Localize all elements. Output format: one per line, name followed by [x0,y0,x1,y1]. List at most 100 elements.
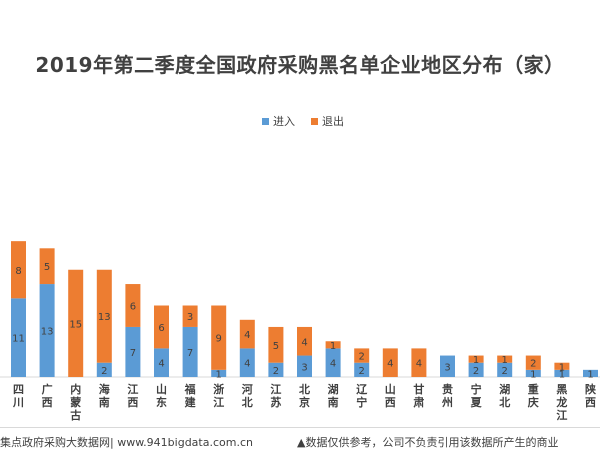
legend-label-enter: 进入 [273,115,295,128]
bar-enter-1 [39,284,55,377]
data-label-exit-16: 1 [473,355,479,366]
data-label-exit-4: 6 [130,302,136,313]
x-tick-label-2: 内蒙古 [70,382,81,422]
data-label-enter-18: 1 [530,369,536,380]
legend-item-exit: 退出 [311,113,344,129]
data-label-exit-11: 1 [330,341,336,352]
data-label-exit-2: 15 [69,319,82,330]
data-label-enter-4: 7 [130,348,136,359]
bar-exit-4 [125,284,141,327]
x-tick-label-20: 陕西 [585,382,596,409]
bar-exit-14 [411,348,427,377]
bar-exit-5 [154,305,169,349]
x-tick-label-1: 广西 [42,382,53,409]
bar-enter-11 [325,348,341,377]
legend-swatch-exit [311,117,318,125]
data-label-enter-19: 1 [559,369,565,380]
x-tick-label-4: 江西 [127,382,138,409]
x-tick-label-19: 黑龙江 [555,383,567,422]
data-label-enter-1: 13 [41,327,54,338]
data-label-enter-12: 2 [359,366,365,377]
legend-item-enter: 进入 [262,113,295,129]
bar-exit-6 [182,305,198,327]
bar-exit-10 [297,326,312,356]
bar-exit-8 [239,319,255,349]
bar-enter-12 [354,362,370,377]
bar-enter-17 [497,362,513,377]
bar-exit-13 [382,348,398,377]
bar-enter-8 [239,348,255,377]
data-label-enter-16: 2 [473,366,479,377]
x-tick-label-7: 浙江 [213,382,224,409]
data-label-exit-10: 4 [301,337,307,348]
data-label-enter-10: 3 [301,362,307,373]
bar-enter-15 [440,355,455,377]
bar-enter-9 [268,362,284,377]
bar-enter-18 [525,369,541,377]
bar-enter-7 [211,369,227,377]
x-tick-label-9: 江苏 [270,382,281,409]
data-label-exit-19: 1 [559,362,565,373]
data-label-enter-11: 4 [330,359,336,370]
bar-exit-17 [497,355,513,363]
data-label-exit-5: 6 [158,323,164,334]
data-label-enter-17: 2 [502,366,508,377]
bar-exit-0 [11,241,26,299]
bar-enter-10 [297,355,312,377]
legend-swatch-enter [262,117,269,125]
data-label-exit-12: 2 [359,352,365,363]
x-tick-label-18: 重庆 [527,382,539,409]
data-label-enter-20: 1 [587,369,593,380]
footer: 集点政府采购大数据网| www.941bigdata.com.cn ▲数据仅供参… [0,434,600,458]
x-tick-label-0: 四川 [12,383,24,409]
data-label-enter-6: 7 [187,348,193,359]
x-tick-label-15: 贵州 [441,382,453,409]
bar-enter-0 [11,298,26,377]
data-label-enter-7: 1 [216,369,222,380]
bar-exit-19 [554,362,570,370]
chart-title: 2019年第二季度全国政府采购黑名单企业地区分布（家） [35,53,565,77]
data-label-exit-13: 4 [387,359,393,370]
data-label-enter-8: 4 [244,359,250,370]
bar-enter-5 [154,348,169,377]
footer-divider [0,427,600,428]
bar-enter-19 [554,369,570,377]
bar-exit-12 [354,348,370,363]
data-label-exit-7: 9 [216,334,222,345]
bar-exit-7 [211,305,227,370]
x-tick-label-17: 湖北 [499,382,510,409]
data-label-exit-1: 5 [44,262,50,273]
data-label-enter-3: 2 [101,366,107,377]
bar-enter-6 [182,326,198,377]
legend-label-exit: 退出 [322,115,344,128]
data-label-exit-9: 5 [273,341,279,352]
bar-enter-3 [96,362,112,377]
x-tick-label-8: 河北 [242,382,253,409]
data-label-exit-0: 8 [15,266,21,277]
footer-disclaimer: ▲数据仅供参考，公司不负责引用该数据所产生的商业 [297,436,559,449]
data-label-exit-18: 2 [530,359,536,370]
bar-exit-2 [68,269,84,377]
x-tick-label-11: 湖南 [328,382,339,409]
x-tick-label-5: 山东 [156,382,167,409]
bar-exit-11 [325,341,341,349]
x-tick-label-10: 北京 [299,382,310,409]
bar-chart: 118四川135广西15内蒙古213海南76江西46山东73福建19浙江44河北… [0,241,600,422]
bar-exit-9 [268,326,284,363]
data-label-exit-14: 4 [416,359,422,370]
data-label-enter-15: 3 [444,362,450,373]
bar-enter-4 [125,326,141,377]
x-tick-label-14: 甘肃 [413,382,424,409]
bar-exit-16 [468,355,484,363]
data-label-exit-8: 4 [244,330,250,341]
bar-exit-18 [525,355,541,370]
bar-enter-16 [468,362,484,377]
data-label-exit-3: 13 [98,312,111,323]
x-tick-label-16: 宁夏 [471,382,483,409]
bar-exit-1 [39,248,55,285]
footer-source: 集点政府采购大数据网| www.941bigdata.com.cn [0,436,253,449]
chart-legend: 进入 退出 [262,113,344,129]
data-label-exit-6: 3 [187,312,193,323]
bar-exit-3 [96,269,112,363]
x-tick-label-6: 福建 [184,382,197,409]
